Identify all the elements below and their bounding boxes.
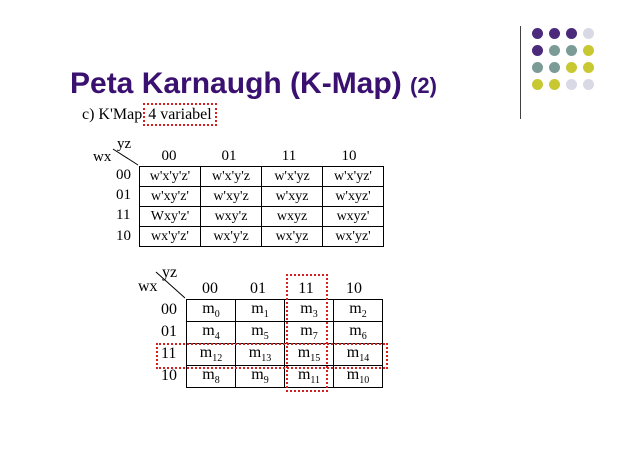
map1-column-variable: yz: [117, 136, 132, 152]
map2-cell: m6: [333, 321, 383, 344]
table-row: wx'y'z' wx'y'z wx'yz wx'yz': [139, 226, 384, 247]
decorative-dot: [532, 62, 543, 73]
map2-column-variable: yz: [162, 264, 178, 281]
decorative-dot: [583, 28, 594, 39]
map2-cell: m7: [284, 321, 334, 344]
map1-cell: wx'y'z': [139, 226, 201, 247]
map1-col-header: 00: [161, 148, 177, 164]
map1-corner-diagonal: [112, 148, 139, 166]
map2-cell: m3: [284, 299, 334, 322]
map1-row-header: 00: [116, 167, 131, 183]
table-row: Wxy'z' wxy'z wxyz wxyz': [139, 206, 384, 227]
slide-title-text: Peta Karnaugh (K-Map): [70, 67, 402, 100]
map1-cell: w'xy'z: [200, 186, 262, 207]
caption-highlighted-text: 4 variabel: [143, 103, 217, 126]
map2-col-header: 01: [250, 280, 266, 297]
decorative-dot: [549, 28, 560, 39]
map1-cell: Wxy'z': [139, 206, 201, 227]
table-row: m12 m13 m15 m14: [186, 343, 383, 366]
map1-cell: wxyz: [261, 206, 323, 227]
slide-title-number: (2): [410, 73, 437, 98]
map1-col-header: 01: [221, 148, 237, 164]
map1-cell: wxyz': [322, 206, 384, 227]
map1-col-header: 10: [341, 148, 357, 164]
decorative-dot: [549, 45, 560, 56]
map1-row-header: 11: [116, 207, 131, 223]
map2-cell: m1: [235, 299, 285, 322]
map2-cell: m8: [186, 365, 236, 388]
table-row: m0 m1 m3 m2: [186, 299, 383, 322]
map1-cell: wxy'z: [200, 206, 262, 227]
decorative-dot: [566, 28, 577, 39]
decorative-dot: [532, 79, 543, 90]
map2-cell: m12: [186, 343, 236, 366]
map2-row-header: 10: [161, 367, 177, 384]
table-row: w'xy'z' w'xy'z w'xyz w'xyz': [139, 186, 384, 207]
table-row: w'x'y'z' w'x'y'z w'x'yz w'x'yz': [139, 166, 384, 187]
map1-cell: w'x'yz': [322, 166, 384, 187]
map1-cell: wx'yz: [261, 226, 323, 247]
map2-cell: m2: [333, 299, 383, 322]
map1-cell: w'x'yz: [261, 166, 323, 187]
map2-col-header: 11: [298, 280, 314, 297]
map2-cell: m13: [235, 343, 285, 366]
map1-col-header: 11: [281, 148, 297, 164]
map1-table: w'x'y'z' w'x'y'z w'x'yz w'x'yz' w'xy'z' …: [139, 166, 384, 247]
map2-corner-diagonal: [155, 271, 186, 299]
decorative-dot: [583, 45, 594, 56]
map1-row-variable: wx: [93, 149, 112, 165]
decorative-dot: [583, 62, 594, 73]
map2-row-header: 00: [161, 301, 177, 318]
decorative-dot: [566, 45, 577, 56]
map1-cell: w'xyz: [261, 186, 323, 207]
map2-cell: m5: [235, 321, 285, 344]
decorative-dot: [566, 62, 577, 73]
map1-cell: w'x'y'z: [200, 166, 262, 187]
slide-title: Peta Karnaugh (K-Map) (2): [70, 66, 437, 104]
decorative-dot: [566, 79, 577, 90]
map2-col-header: 10: [346, 280, 362, 297]
map2-cell: m14: [333, 343, 383, 366]
map2-col-header: 00: [202, 280, 218, 297]
decorative-dot: [532, 28, 543, 39]
map2-cell: m15: [284, 343, 334, 366]
map2-cell: m10: [333, 365, 383, 388]
map2-row-header: 11: [161, 345, 177, 362]
map1-cell: wx'yz': [322, 226, 384, 247]
map2-cell: m9: [235, 365, 285, 388]
map2-row-header: 01: [161, 323, 177, 340]
map1-row-header: 10: [116, 228, 131, 244]
decorative-dot: [532, 45, 543, 56]
map2-cell: m4: [186, 321, 236, 344]
map2-cell: m0: [186, 299, 236, 322]
caption-prefix: c) K'Map: [82, 106, 143, 123]
map1-cell: w'xy'z': [139, 186, 201, 207]
map1-cell: wx'y'z: [200, 226, 262, 247]
decorative-dot: [549, 62, 560, 73]
map2-row-variable: wx: [138, 278, 158, 295]
map1-cell: w'x'y'z': [139, 166, 201, 187]
table-row: m8 m9 m11 m10: [186, 365, 383, 388]
map2-table: m0 m1 m3 m2 m4 m5 m7 m6 m12 m13 m15 m14 …: [186, 299, 383, 388]
map1-cell: w'xyz': [322, 186, 384, 207]
decorative-dot-grid: [532, 28, 612, 108]
map2-cell: m11: [284, 365, 334, 388]
caption: c) K'Map 4 variabel: [82, 103, 217, 126]
map1-row-header: 01: [116, 187, 131, 203]
table-row: m4 m5 m7 m6: [186, 321, 383, 344]
decorative-dot: [583, 79, 594, 90]
title-separator-line: [520, 26, 521, 119]
decorative-dot: [549, 79, 560, 90]
